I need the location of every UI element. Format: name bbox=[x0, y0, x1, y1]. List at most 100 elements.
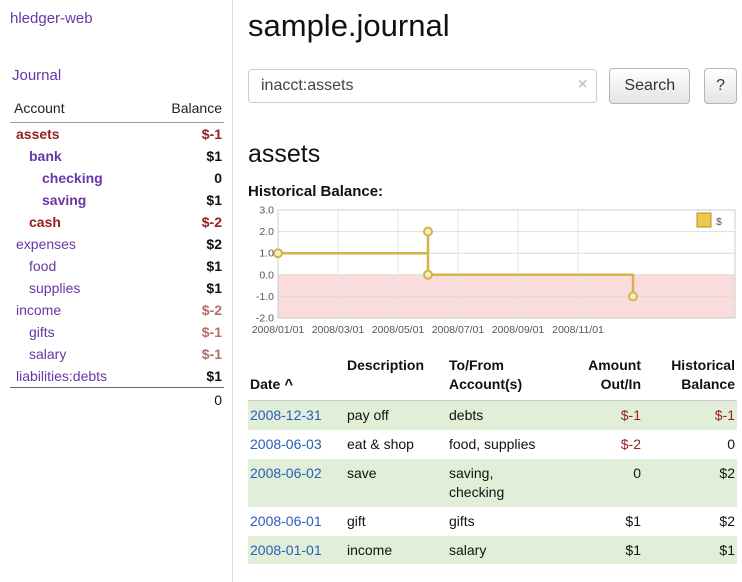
app-title-link[interactable]: hledger-web bbox=[10, 10, 232, 27]
account-link-assets[interactable]: assets bbox=[16, 126, 60, 142]
account-row-liabilities-debts: liabilities:debts $1 bbox=[10, 365, 224, 387]
sidebar: hledger-web Journal Account Balance asse… bbox=[0, 0, 232, 412]
account-balance-checking: 0 bbox=[214, 170, 222, 186]
header-accounts: To/From Account(s) bbox=[447, 356, 577, 395]
nav-journal-link[interactable]: Journal bbox=[12, 67, 232, 84]
search-input[interactable] bbox=[248, 69, 597, 103]
account-link-supplies[interactable]: supplies bbox=[29, 280, 80, 296]
account-heading: assets bbox=[248, 140, 737, 169]
transaction-accounts: saving, checking bbox=[447, 464, 577, 502]
transaction-description: income bbox=[345, 541, 447, 560]
account-balance-cash: $-2 bbox=[202, 214, 222, 230]
account-link-saving[interactable]: saving bbox=[42, 192, 86, 208]
account-row-bank: bank $1 bbox=[10, 145, 224, 167]
header-date[interactable]: Date^ bbox=[248, 356, 345, 395]
svg-text:2.0: 2.0 bbox=[259, 226, 274, 238]
account-balance-food: $1 bbox=[206, 258, 222, 274]
historical-balance-chart: $ 3.0 2.0 1.0 0.0 -1.0 -2.0 2008/01/01 2… bbox=[248, 202, 737, 342]
register-table: Date^ Description To/From Account(s) Amo… bbox=[248, 356, 737, 564]
chart-title: Historical Balance: bbox=[248, 183, 737, 200]
transaction-accounts: salary bbox=[447, 541, 577, 560]
account-balance-salary: $-1 bbox=[202, 346, 222, 362]
chart-legend: $ bbox=[697, 213, 722, 228]
transaction-date-link[interactable]: 2008-06-01 bbox=[250, 513, 322, 529]
account-balance-income: $-2 bbox=[202, 302, 222, 318]
account-link-income[interactable]: income bbox=[16, 302, 61, 318]
register-row[interactable]: 2008-06-03 eat & shop food, supplies $-2… bbox=[248, 430, 737, 459]
svg-text:0.0: 0.0 bbox=[259, 269, 274, 281]
accounts-tree-header: Account Balance bbox=[10, 100, 224, 123]
transaction-balance: 0 bbox=[641, 435, 735, 454]
account-row-gifts: gifts $-1 bbox=[10, 321, 224, 343]
svg-text:2008/07/01: 2008/07/01 bbox=[432, 324, 485, 336]
transaction-amount: $1 bbox=[577, 541, 641, 560]
register-row[interactable]: 2008-06-02 save saving, checking 0 $2 bbox=[248, 459, 737, 507]
header-description: Description bbox=[345, 356, 447, 395]
legend-label: $ bbox=[716, 216, 722, 228]
register-row[interactable]: 2008-06-01 gift gifts $1 $2 bbox=[248, 507, 737, 536]
account-balance-bank: $1 bbox=[206, 148, 222, 164]
account-balance-saving: $1 bbox=[206, 192, 222, 208]
svg-text:2008/03/01: 2008/03/01 bbox=[312, 324, 365, 336]
account-row-salary: salary $-1 bbox=[10, 343, 224, 365]
account-row-supplies: supplies $1 bbox=[10, 277, 224, 299]
account-link-expenses[interactable]: expenses bbox=[16, 236, 76, 252]
account-balance-gifts: $-1 bbox=[202, 324, 222, 340]
account-link-salary[interactable]: salary bbox=[29, 346, 66, 362]
page-title: sample.journal bbox=[248, 8, 737, 44]
transaction-date-link[interactable]: 2008-12-31 bbox=[250, 407, 322, 423]
svg-text:3.0: 3.0 bbox=[259, 205, 274, 217]
main-content: sample.journal × Search ? assets Histori… bbox=[248, 0, 737, 564]
register-row[interactable]: 2008-01-01 income salary $1 $1 bbox=[248, 536, 737, 565]
y-axis-labels: 3.0 2.0 1.0 0.0 -1.0 -2.0 bbox=[256, 205, 274, 325]
svg-text:-1.0: -1.0 bbox=[256, 291, 274, 303]
transaction-amount: 0 bbox=[577, 464, 641, 502]
account-link-bank[interactable]: bank bbox=[29, 148, 62, 164]
transaction-amount: $-1 bbox=[577, 406, 641, 425]
account-balance-supplies: $1 bbox=[206, 280, 222, 296]
account-link-checking[interactable]: checking bbox=[42, 170, 103, 186]
clear-search-icon[interactable]: × bbox=[578, 76, 587, 94]
transaction-date-link[interactable]: 2008-01-01 bbox=[250, 542, 322, 558]
account-link-liabilities-debts[interactable]: liabilities:debts bbox=[16, 368, 107, 384]
svg-text:2008/09/01: 2008/09/01 bbox=[492, 324, 545, 336]
transaction-accounts: food, supplies bbox=[447, 435, 577, 454]
account-balance-liabilities-debts: $1 bbox=[206, 368, 222, 384]
transaction-balance: $2 bbox=[641, 464, 735, 502]
svg-text:2008/05/01: 2008/05/01 bbox=[372, 324, 425, 336]
register-header: Date^ Description To/From Account(s) Amo… bbox=[248, 356, 737, 401]
transaction-balance: $-1 bbox=[641, 406, 735, 425]
accounts-tree: Account Balance assets $-1 bank $1 check… bbox=[10, 100, 224, 412]
transaction-balance: $1 bbox=[641, 541, 735, 560]
account-row-saving: saving $1 bbox=[10, 189, 224, 211]
search-input-wrap: × bbox=[248, 69, 597, 103]
register-row[interactable]: 2008-12-31 pay off debts $-1 $-1 bbox=[248, 401, 737, 430]
x-axis-labels: 2008/01/01 2008/03/01 2008/05/01 2008/07… bbox=[252, 324, 604, 336]
accounts-total-row: 0 bbox=[10, 387, 224, 412]
svg-text:2008/01/01: 2008/01/01 bbox=[252, 324, 305, 336]
account-row-checking: checking 0 bbox=[10, 167, 224, 189]
account-row-food: food $1 bbox=[10, 255, 224, 277]
transaction-amount: $-2 bbox=[577, 435, 641, 454]
transaction-description: eat & shop bbox=[345, 435, 447, 454]
transaction-description: pay off bbox=[345, 406, 447, 425]
transaction-amount: $1 bbox=[577, 512, 641, 531]
transaction-date-link[interactable]: 2008-06-02 bbox=[250, 465, 322, 481]
sidebar-divider bbox=[232, 0, 233, 582]
sort-ascending-icon: ^ bbox=[284, 376, 293, 393]
accounts-column-label: Account bbox=[14, 100, 65, 116]
transaction-accounts: gifts bbox=[447, 512, 577, 531]
accounts-total-value: 0 bbox=[214, 392, 222, 408]
transaction-date-link[interactable]: 2008-06-03 bbox=[250, 436, 322, 452]
search-button[interactable]: Search bbox=[609, 68, 690, 104]
account-row-income: income $-2 bbox=[10, 299, 224, 321]
help-button[interactable]: ? bbox=[704, 68, 737, 104]
account-link-food[interactable]: food bbox=[29, 258, 56, 274]
account-balance-expenses: $2 bbox=[206, 236, 222, 252]
account-link-cash[interactable]: cash bbox=[29, 214, 61, 230]
header-balance: Historical Balance bbox=[641, 356, 735, 395]
header-amount: Amount Out/In bbox=[577, 356, 641, 395]
transaction-accounts: debts bbox=[447, 406, 577, 425]
account-link-gifts[interactable]: gifts bbox=[29, 324, 55, 340]
account-balance-assets: $-1 bbox=[202, 126, 222, 142]
